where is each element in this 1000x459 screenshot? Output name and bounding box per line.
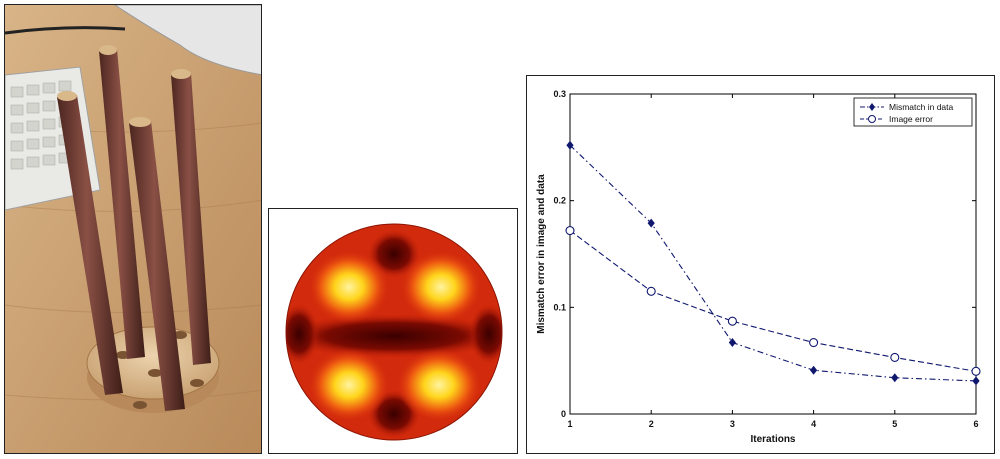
y-tick-label: 0 [561, 409, 566, 419]
legend-diamond-marker [869, 103, 875, 111]
mismatch-point [566, 140, 574, 150]
series-line-image-error [569, 230, 977, 372]
base-holes [116, 331, 204, 409]
mismatch-point [810, 365, 818, 375]
rod-3 [171, 69, 211, 365]
y-axis-label: Mismatch error in image and data [536, 174, 547, 334]
hot-spot-bottom-left [309, 349, 389, 421]
image-error-point [890, 352, 900, 363]
image-error-point [809, 337, 819, 348]
x-tick-label: 6 [973, 419, 978, 429]
cable [5, 26, 126, 35]
mismatch-point [891, 373, 899, 383]
rod-1 [57, 91, 123, 395]
image-error-point [565, 225, 575, 236]
image-error-point [727, 316, 737, 326]
series-line-mismatch [569, 144, 977, 382]
x-tick-label: 1 [567, 419, 572, 429]
legend-label-image-error: Image error [889, 114, 933, 124]
rod-2 [99, 45, 145, 359]
legend-circle-marker [868, 115, 876, 123]
photo-panel [4, 4, 262, 454]
image-error-point [971, 366, 981, 376]
x-tick-label: 5 [892, 419, 897, 429]
chart-panel: 1 2 3 4 5 6 0 0.1 0.2 0.3 Iterations Mismatch err… [526, 75, 995, 454]
monitor-edge [114, 5, 261, 76]
hot-spot-bottom-right [397, 349, 481, 421]
image-panel [268, 208, 518, 454]
dark-band [286, 314, 502, 358]
legend: Mismatch in data Image error [853, 97, 973, 127]
x-tick-label: 3 [730, 419, 735, 429]
y-tick-label: 0.3 [553, 89, 566, 99]
x-tick-label: 2 [649, 419, 654, 429]
y-tick-label: 0.1 [553, 302, 566, 312]
rod-4 [129, 117, 185, 411]
hot-spot-top-left [309, 251, 389, 323]
image-error-point [646, 286, 656, 296]
x-axis-label: Iterations [750, 434, 795, 445]
y-tick-label: 0.2 [553, 196, 566, 206]
x-tick-label: 4 [811, 419, 816, 429]
plot-frame [569, 93, 977, 415]
reconstruction-image [285, 223, 503, 441]
legend-label-mismatch: Mismatch in data [889, 102, 954, 112]
line-chart: 1 2 3 4 5 6 0 0.1 0.2 0.3 Iterations Mismatch err… [536, 89, 981, 445]
rods-photo [5, 5, 261, 453]
hot-spot-top-right [401, 251, 481, 323]
mismatch-point [647, 218, 655, 228]
mismatch-point [972, 376, 980, 386]
disc-outline [285, 223, 503, 441]
